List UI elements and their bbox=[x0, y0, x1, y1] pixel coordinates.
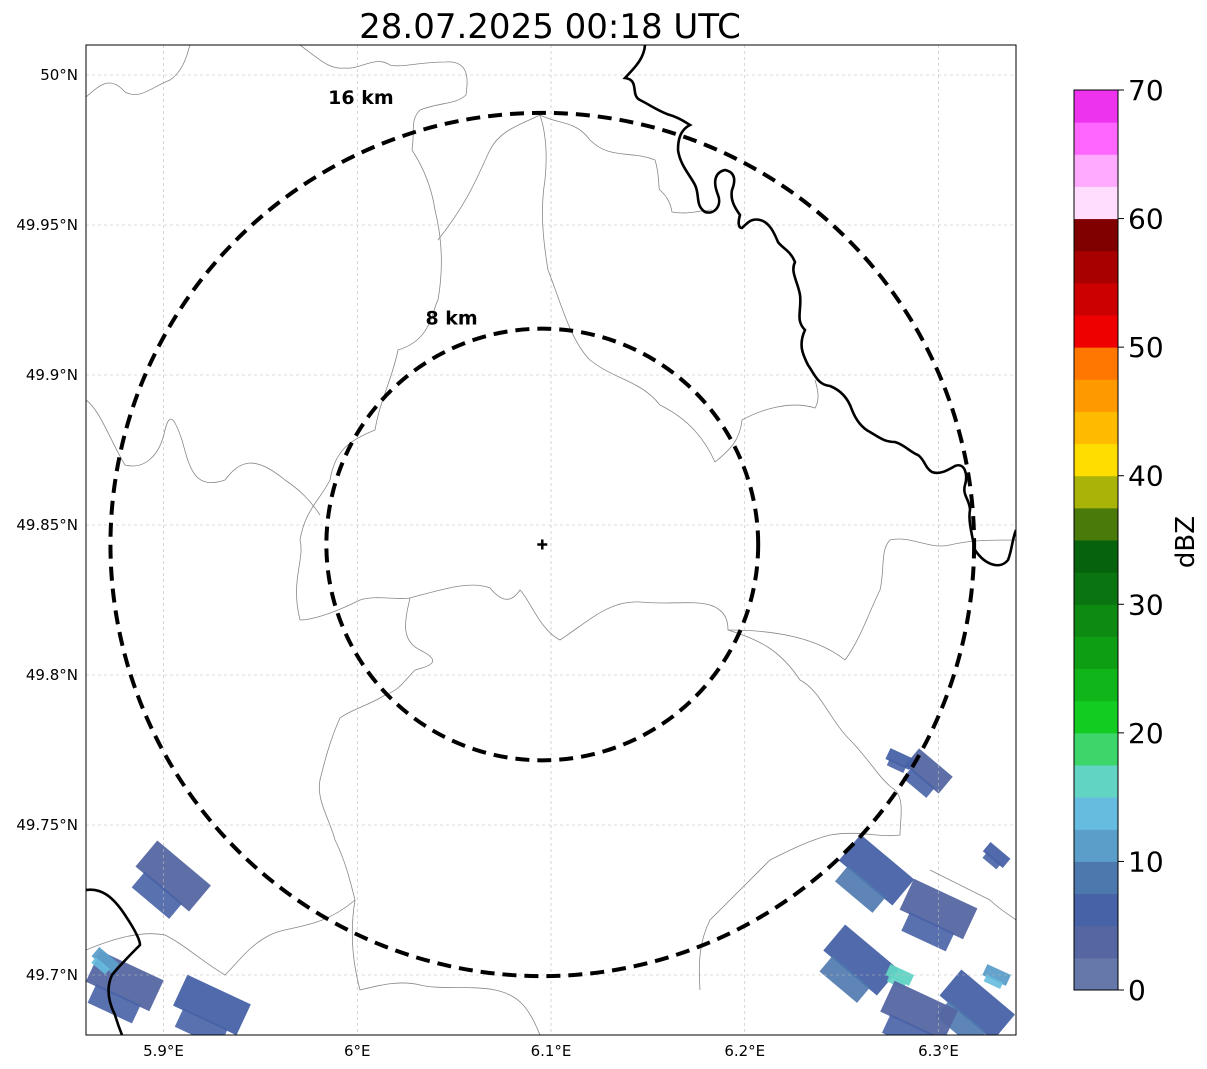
colorbar-segment bbox=[1074, 604, 1118, 637]
latitude-tick-labels: 50°N 49.95°N 49.9°N 49.85°N 49.8°N 49.75°N 49.… bbox=[16, 66, 78, 984]
colorbar-segment bbox=[1074, 829, 1118, 862]
colorbar-segment bbox=[1074, 700, 1118, 734]
lat-tick-label: 50°N bbox=[40, 66, 78, 84]
colorbar-segment bbox=[1074, 347, 1118, 380]
range-ring-labels: 8 km 16 km bbox=[328, 87, 478, 329]
colorbar-label: dBZ bbox=[1171, 516, 1201, 568]
colorbar-segment bbox=[1074, 411, 1118, 445]
national-borders bbox=[86, 45, 1016, 1035]
map-title: 28.07.2025 00:18 UTC bbox=[359, 7, 741, 47]
lon-tick-label: 6.3°E bbox=[918, 1042, 959, 1060]
admin-line bbox=[727, 538, 1016, 661]
lon-tick-label: 6.2°E bbox=[724, 1042, 765, 1060]
range-ring-label: 16 km bbox=[328, 87, 394, 109]
colorbar-segment bbox=[1074, 636, 1118, 670]
border-line bbox=[86, 888, 142, 1035]
colorbar-segments bbox=[1074, 90, 1118, 991]
colorbar-tick-label: 60 bbox=[1128, 203, 1164, 236]
admin-line bbox=[318, 597, 541, 1035]
map-panel: 8 km 16 km bbox=[85, 44, 1017, 1036]
colorbar-segment bbox=[1074, 282, 1118, 316]
lat-tick-label: 49.8°N bbox=[26, 666, 78, 684]
colorbar-tick-label: 50 bbox=[1128, 331, 1164, 364]
colorbar-segment bbox=[1074, 90, 1118, 123]
lat-tick-label: 49.9°N bbox=[26, 366, 78, 384]
echo-cell bbox=[131, 840, 211, 919]
range-ring bbox=[324, 326, 761, 763]
colorbar-segment bbox=[1074, 925, 1118, 959]
echo-cell bbox=[91, 947, 120, 975]
colorbar-segment bbox=[1074, 122, 1118, 155]
admin-line bbox=[437, 114, 819, 463]
colorbar-segment bbox=[1074, 893, 1118, 927]
echo-cell bbox=[834, 834, 915, 913]
colorbar-segment bbox=[1074, 475, 1118, 509]
admin-boundaries bbox=[86, 45, 1016, 1035]
admin-line bbox=[296, 45, 468, 621]
echo-cell bbox=[982, 964, 1011, 989]
colorbar-segment bbox=[1074, 443, 1118, 477]
colorbar-segment bbox=[1074, 765, 1118, 798]
lat-tick-label: 49.95°N bbox=[16, 216, 78, 234]
echo-cell bbox=[880, 980, 959, 1035]
longitude-tick-labels: 5.9°E 6°E 6.1°E 6.2°E 6.3°E bbox=[143, 1042, 959, 1060]
lon-tick-label: 6.1°E bbox=[531, 1042, 572, 1060]
echo-cell bbox=[173, 974, 251, 1035]
colorbar-frame bbox=[1073, 89, 1119, 991]
lon-tick-label: 6°E bbox=[344, 1042, 371, 1060]
colorbar-tick-label: 40 bbox=[1128, 460, 1164, 493]
echo-cell bbox=[819, 924, 899, 1003]
admin-line bbox=[86, 399, 321, 516]
map-frame bbox=[85, 44, 1017, 1036]
colorbar: 0 10 20 30 40 50 60 70 dBZ bbox=[1073, 74, 1201, 1007]
admin-line bbox=[539, 114, 713, 214]
lat-tick-label: 49.75°N bbox=[16, 816, 78, 834]
border-line bbox=[622, 45, 1016, 567]
lon-tick-label: 5.9°E bbox=[143, 1042, 184, 1060]
colorbar-segment bbox=[1074, 507, 1118, 541]
colorbar-ticks: 0 10 20 30 40 50 60 70 bbox=[1118, 74, 1164, 1007]
colorbar-segment bbox=[1074, 186, 1118, 220]
colorbar-segment bbox=[1074, 797, 1118, 830]
colorbar-tick-label: 70 bbox=[1128, 74, 1164, 107]
colorbar-segment bbox=[1074, 540, 1118, 573]
lat-tick-label: 49.85°N bbox=[16, 516, 78, 534]
colorbar-segment bbox=[1074, 250, 1118, 284]
colorbar-tick-label: 20 bbox=[1128, 717, 1164, 750]
colorbar-segment bbox=[1074, 668, 1118, 702]
colorbar-segment bbox=[1074, 861, 1118, 895]
radar-site bbox=[537, 539, 548, 550]
colorbar-segment bbox=[1074, 732, 1118, 766]
admin-line bbox=[929, 869, 1016, 921]
colorbar-segment bbox=[1074, 957, 1118, 991]
admin-line bbox=[86, 45, 191, 98]
colorbar-tick-label: 0 bbox=[1128, 974, 1146, 1007]
colorbar-segment bbox=[1074, 572, 1118, 605]
range-ring bbox=[108, 110, 977, 979]
colorbar-segment bbox=[1074, 315, 1118, 348]
admin-line bbox=[409, 584, 902, 991]
colorbar-segment bbox=[1074, 154, 1118, 187]
range-rings bbox=[108, 110, 977, 979]
colorbar-tick-label: 10 bbox=[1128, 845, 1164, 878]
range-ring-label: 8 km bbox=[425, 307, 477, 329]
echo-cell bbox=[982, 842, 1011, 870]
colorbar-segment bbox=[1074, 379, 1118, 412]
echo-cell bbox=[885, 748, 915, 773]
colorbar-tick-label: 30 bbox=[1128, 588, 1164, 621]
lat-tick-label: 49.7°N bbox=[26, 966, 78, 984]
colorbar-segment bbox=[1074, 218, 1118, 252]
